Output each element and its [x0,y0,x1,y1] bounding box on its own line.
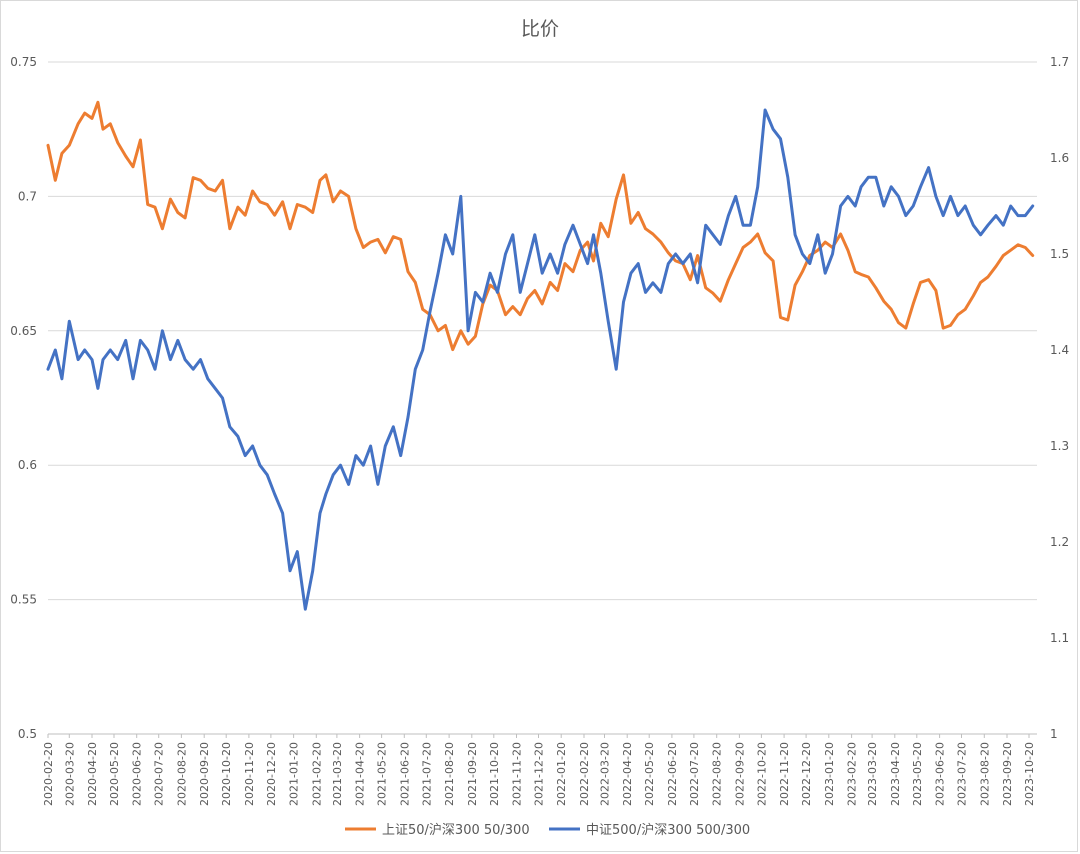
right-tick-label: 1.6 [1050,151,1069,165]
x-tick-label: 2022-06-20 [666,742,679,806]
x-tick-label: 2021-06-20 [398,742,411,806]
x-tick-label: 2023-07-20 [956,742,969,806]
x-tick-label: 2020-11-20 [243,742,256,806]
x-tick-label: 2022-12-20 [800,742,813,806]
right-tick-label: 1.3 [1050,439,1069,453]
x-tick-label: 2021-03-20 [331,742,344,806]
right-tick-label: 1.4 [1050,343,1069,357]
x-tick-label: 2020-06-20 [131,742,144,806]
x-tick-label: 2021-11-20 [511,742,524,806]
x-tick-label: 2021-04-20 [354,742,367,806]
x-tick-label: 2023-06-20 [934,742,947,806]
x-tick-label: 2022-09-20 [733,742,746,806]
x-tick-label: 2023-10-20 [1023,742,1036,806]
right-tick-label: 1 [1050,727,1058,741]
x-tick-label: 2020-07-20 [153,742,166,806]
x-tick-label: 2022-05-20 [643,742,656,806]
x-tick-label: 2022-07-20 [688,742,701,806]
x-tick-label: 2023-03-20 [866,742,879,806]
left-tick-label: 0.6 [18,458,37,472]
x-tick-label: 2023-09-20 [1001,742,1014,806]
x-tick-label: 2021-01-20 [288,742,301,806]
x-tick-label: 2022-03-20 [599,742,612,806]
left-tick-label: 0.55 [10,593,37,607]
x-tick-label: 2022-10-20 [755,742,768,806]
series-line-0 [46,100,1035,352]
right-tick-label: 1.2 [1050,535,1069,549]
chart-title: 比价 [521,18,559,40]
series-line-1 [46,108,1035,611]
x-tick-label: 2023-02-20 [846,742,859,806]
series-layer [46,100,1035,611]
x-tick-label: 2022-04-20 [621,742,634,806]
x-tick-label: 2023-08-20 [978,742,991,806]
x-tick-label: 2021-10-20 [488,742,501,806]
x-tick-label: 2020-10-20 [220,742,233,806]
x-tick-label: 2023-04-20 [889,742,902,806]
x-tick-label: 2020-08-20 [175,742,188,806]
x-tick-label: 2020-09-20 [198,742,211,806]
x-tick-label: 2022-11-20 [778,742,791,806]
x-tick-label: 2020-04-20 [86,742,99,806]
x-tick-label: 2022-02-20 [578,742,591,806]
x-tick-label: 2021-02-20 [310,742,323,806]
legend-label-zz500: 中证500/沪深300 500/300 [586,822,750,838]
x-tick-label: 2020-02-20 [42,742,55,806]
right-tick-label: 1.1 [1050,631,1069,645]
x-tick-label: 2022-01-20 [555,742,568,806]
right-tick-label: 1.5 [1050,247,1069,261]
x-tick-label: 2023-05-20 [911,742,924,806]
x-tick-label: 2021-09-20 [466,742,479,806]
right-tick-label: 1.7 [1050,55,1069,69]
legend: 上证50/沪深300 50/300 中证500/沪深300 500/300 [345,822,750,838]
x-tick-label: 2021-05-20 [376,742,389,806]
left-tick-label: 0.5 [18,727,37,741]
x-tick-label: 2023-01-20 [823,742,836,806]
x-tick-label: 2020-05-20 [108,742,121,806]
left-tick-label: 0.75 [10,55,37,69]
x-axis-ticks: 2020-02-20 2020-03-20 2020-04-20 2020-05-20… [42,734,1036,806]
x-tick-label: 2020-03-20 [63,742,76,806]
x-tick-label: 2021-07-20 [420,742,433,806]
left-tick-label: 0.7 [18,189,37,203]
x-tick-label: 2021-12-20 [533,742,546,806]
left-tick-label: 0.65 [10,324,37,338]
legend-label-sz50: 上证50/沪深300 50/300 [382,822,530,838]
right-axis-ticks: 1 1.1 1.2 1.3 1.4 1.5 1.6 1.7 [1050,55,1069,741]
x-tick-label: 2020-12-20 [265,742,278,806]
x-tick-label: 2021-08-20 [443,742,456,806]
x-tick-label: 2022-08-20 [711,742,724,806]
left-axis-ticks: 0.5 0.55 0.6 0.65 0.7 0.75 [10,55,37,741]
gridlines [48,61,1037,735]
